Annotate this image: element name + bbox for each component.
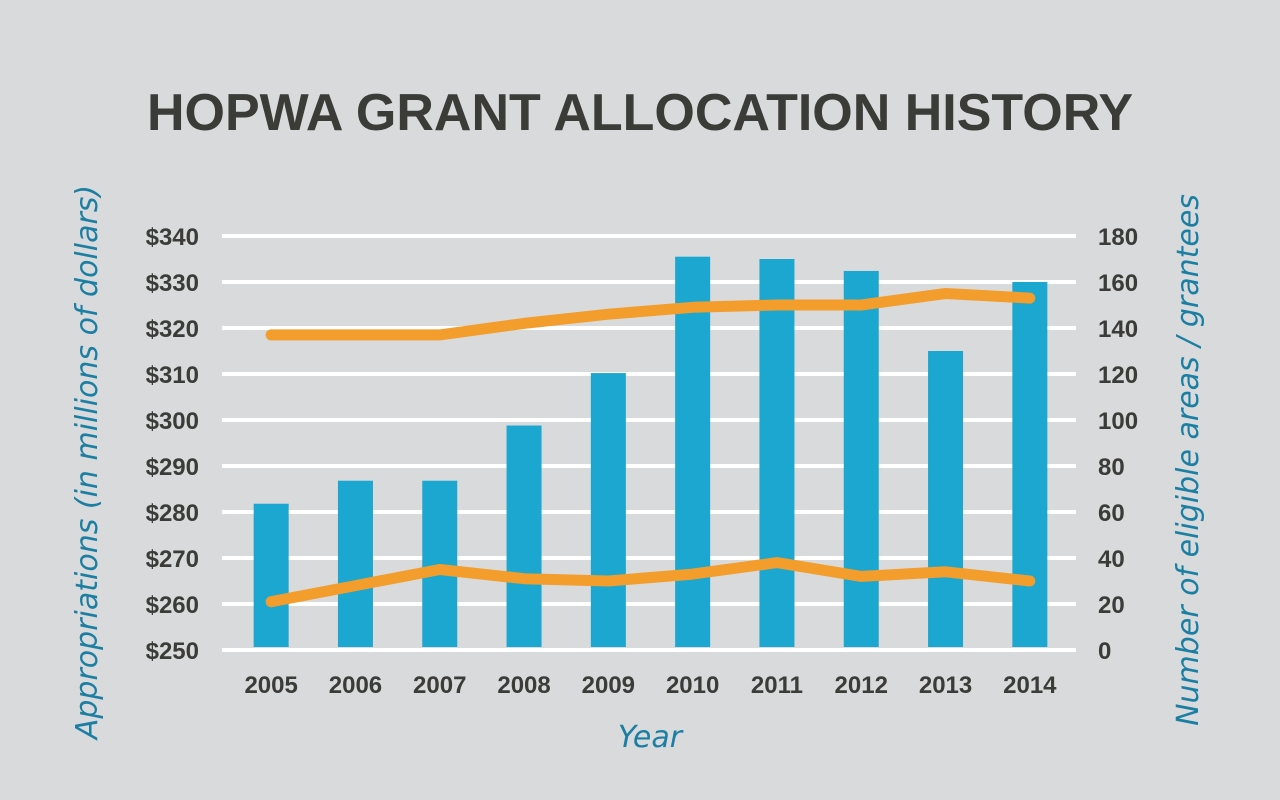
x-tick-label: 2006	[329, 672, 382, 699]
y2-tick-label: 60	[1098, 500, 1125, 527]
y-tick-label: $260	[146, 592, 199, 619]
x-tick-label: 2012	[835, 672, 888, 699]
bar-2012	[843, 270, 879, 647]
y2-tick-label: 40	[1098, 546, 1125, 573]
bar-2005	[253, 503, 289, 647]
y-axis-label: Appropriations (in millions of dollars)	[70, 185, 105, 741]
y-tick-label: $320	[146, 316, 199, 343]
line-series-1	[265, 288, 1036, 341]
x-tick-label: 2014	[1003, 672, 1057, 699]
chart-title: HOPWA GRANT ALLOCATION HISTORY	[147, 84, 1133, 142]
bar-2011	[759, 259, 795, 647]
y2-tick-label: 20	[1098, 592, 1125, 619]
x-tick-label: 2013	[919, 672, 972, 699]
x-tick-label: 2011	[751, 672, 803, 699]
y-tick-label: $340	[146, 224, 199, 251]
x-tick-label: 2009	[582, 672, 635, 699]
y2-tick-label: 160	[1098, 270, 1138, 297]
y2-tick-label: 100	[1098, 408, 1138, 435]
y-tick-label: $270	[146, 546, 199, 573]
bar-2006	[337, 480, 373, 647]
bar-2013	[928, 351, 964, 647]
x-tick-label: 2005	[244, 672, 297, 699]
y-tick-label: $290	[146, 454, 199, 481]
y-tick-label: $330	[146, 270, 199, 297]
bar-2014	[1012, 282, 1048, 647]
line-series-2	[265, 557, 1036, 608]
y2-tick-label: 0	[1098, 638, 1111, 665]
y2-axis-label: Number of eligible areas / grantees	[1171, 194, 1206, 726]
y-tick-label: $280	[146, 500, 199, 527]
x-axis-ticks: 2005 2006 2007 2008 2009 2010 2011 2012 2013 2014	[244, 672, 1057, 699]
y-tick-label: $250	[146, 638, 199, 665]
bar-2007	[422, 480, 458, 647]
bar-2008	[506, 425, 542, 647]
bar-2009	[590, 373, 626, 647]
y2-tick-label: 140	[1098, 316, 1138, 343]
y-tick-label: $300	[146, 408, 199, 435]
y-axis-left-ticks: $250 $260 $270 $280 $290 $300 $310 $320 $330 $340	[146, 224, 199, 665]
y2-tick-label: 120	[1098, 362, 1138, 389]
x-tick-label: 2007	[413, 672, 466, 699]
x-tick-label: 2008	[497, 672, 550, 699]
bar-2010	[675, 256, 711, 647]
y-tick-label: $310	[146, 362, 199, 389]
y-axis-right-ticks: 0 20 40 60 80 100 120 140 160 180	[1098, 224, 1138, 665]
y2-tick-label: 80	[1098, 454, 1125, 481]
x-tick-label: 2010	[666, 672, 719, 699]
x-axis-label: Year	[618, 720, 684, 755]
lines	[265, 288, 1036, 608]
y2-tick-label: 180	[1098, 224, 1138, 251]
